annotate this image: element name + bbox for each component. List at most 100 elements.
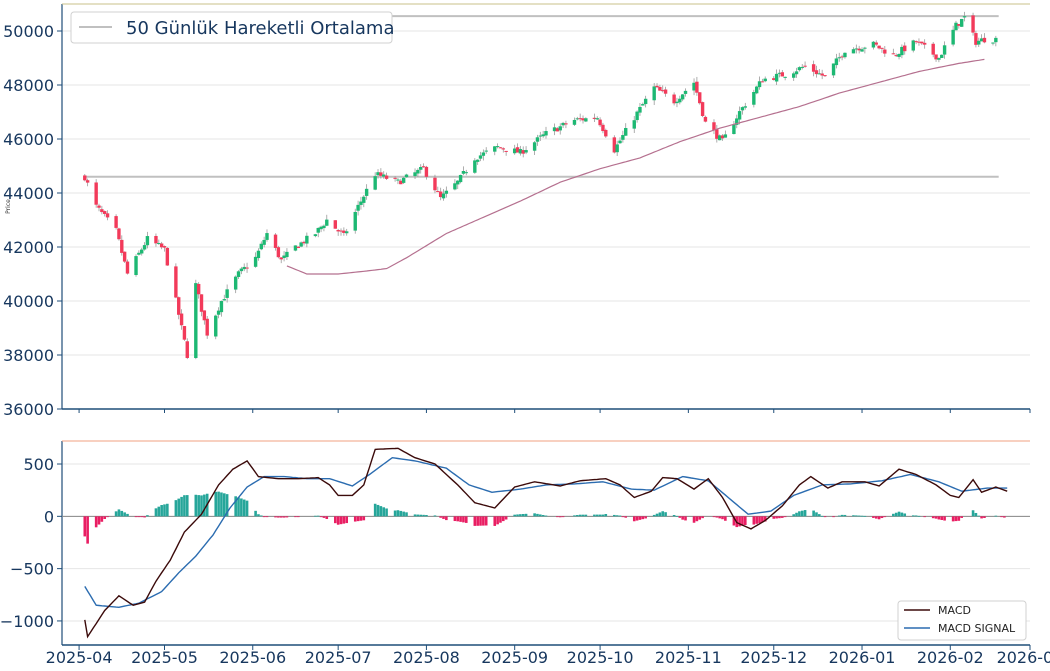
histogram-bar [874, 516, 878, 519]
candle-body [752, 92, 756, 105]
histogram-bar [314, 515, 317, 517]
histogram-bar [558, 516, 562, 518]
candle-body [265, 233, 269, 240]
histogram-bar [117, 509, 121, 517]
candle-body [897, 54, 901, 57]
candle-body [216, 310, 221, 315]
candle-body [615, 144, 619, 153]
candle-body [558, 126, 562, 131]
histogram-bar [259, 515, 263, 517]
candle-body [202, 310, 207, 321]
histogram-bar [712, 516, 716, 518]
histogram-bar [954, 516, 958, 522]
candle-body [581, 118, 585, 121]
histogram-bar [234, 496, 237, 517]
histogram-bar [772, 516, 776, 519]
candle-body [182, 326, 187, 340]
candle-body [83, 175, 87, 181]
histogram-bar [533, 513, 536, 517]
candle-body [299, 242, 303, 247]
candle-body [196, 283, 201, 295]
candle-body [421, 166, 426, 168]
histogram-bar [781, 516, 784, 518]
candle-body [456, 180, 460, 185]
candle-body [735, 118, 739, 125]
histogram-bar [758, 516, 761, 524]
candle-body [179, 313, 184, 326]
histogram-bar [399, 510, 403, 517]
histogram-bar [593, 514, 596, 517]
candle-body [900, 46, 904, 56]
histogram-bar [484, 516, 488, 526]
candle-body [840, 56, 844, 58]
histogram-bar [214, 491, 218, 517]
histogram-bar [294, 516, 297, 518]
candle-body [940, 54, 944, 58]
histogram-bar [578, 514, 582, 517]
histogram-bar [140, 516, 144, 518]
candle-body [820, 73, 824, 76]
histogram-bar [556, 516, 559, 518]
candle-body [316, 227, 320, 233]
candle-body [743, 106, 747, 108]
histogram-bar [242, 499, 246, 517]
histogram-bar [872, 516, 875, 518]
candle-body [917, 41, 921, 43]
histogram-bar [692, 516, 696, 523]
histogram-bar [883, 516, 887, 518]
candle-body [256, 250, 261, 259]
histogram-bar [336, 516, 340, 525]
candle-body [285, 251, 289, 258]
histogram-bar [980, 516, 983, 519]
histogram-bar [818, 514, 821, 517]
candle-body [760, 81, 765, 83]
histogram-bar [664, 512, 667, 517]
histogram-bar [755, 516, 758, 524]
candlesticks [83, 11, 998, 360]
histogram-bar [464, 516, 468, 523]
price-y-tick-label: 48000 [3, 76, 54, 95]
candle-body [436, 191, 440, 193]
candle-body [364, 188, 369, 196]
histogram-bar [183, 495, 186, 517]
candle-body [720, 135, 725, 139]
candle-body [692, 82, 696, 91]
price-y-tick-label: 36000 [3, 400, 54, 419]
candle-body [214, 315, 218, 337]
histogram-bar [319, 516, 323, 518]
histogram-bar [254, 510, 257, 517]
histogram-bar [624, 516, 628, 518]
candle-body [404, 174, 409, 178]
candle-body [174, 266, 178, 298]
candle-body [236, 271, 241, 277]
candle-body [345, 231, 349, 234]
candle-body [860, 49, 864, 52]
price-y-tick-label: 40000 [3, 292, 54, 311]
histogram-bar [154, 508, 158, 517]
histogram-bar [601, 514, 605, 517]
candle-body [259, 243, 263, 250]
histogram-bar [681, 516, 684, 520]
candle-body [715, 129, 719, 139]
candle-body [658, 86, 662, 91]
histogram-bar [863, 515, 867, 517]
candle-body [757, 81, 762, 88]
candle-body [85, 180, 90, 183]
candle-body [541, 134, 545, 137]
histogram-bar [106, 516, 109, 518]
candle-body [638, 106, 642, 113]
histogram-bar [732, 516, 736, 526]
histogram-bar [445, 516, 448, 521]
histogram-bar [439, 516, 442, 518]
candle-body [114, 216, 118, 228]
candle-body [424, 166, 429, 177]
histogram-bar [277, 516, 280, 518]
candle-body [325, 219, 329, 226]
histogram-bar [86, 516, 89, 544]
histogram-bar [396, 510, 400, 517]
histogram-bar [123, 512, 126, 517]
candle-body [105, 213, 110, 218]
histogram-bar [385, 508, 388, 517]
candle-body [458, 174, 463, 183]
candle-body [920, 41, 924, 44]
